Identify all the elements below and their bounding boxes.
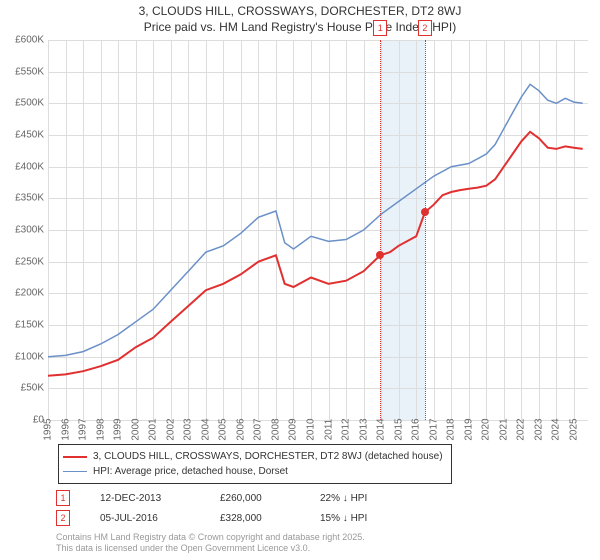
y-axis-label: £450K	[15, 130, 44, 141]
legend-label: 3, CLOUDS HILL, CROSSWAYS, DORCHESTER, D…	[93, 449, 443, 464]
legend-swatch	[63, 471, 87, 473]
sales-row: 1 12-DEC-2013 £260,000 22% ↓ HPI	[56, 488, 410, 508]
sales-pct: 15% ↓ HPI	[320, 513, 410, 524]
y-axis-label: £350K	[15, 193, 44, 204]
x-axis-label: 2019	[463, 418, 474, 440]
x-axis-label: 2011	[323, 419, 334, 441]
x-axis-label: 1999	[113, 418, 124, 440]
series-price_paid	[48, 132, 583, 376]
sales-date: 12-DEC-2013	[100, 493, 190, 504]
x-axis-label: 2009	[288, 418, 299, 440]
y-axis-label: £250K	[15, 256, 44, 267]
x-axis-label: 2023	[533, 418, 544, 440]
x-axis-label: 2002	[165, 418, 176, 440]
legend-item: HPI: Average price, detached house, Dors…	[63, 464, 443, 479]
sales-marker: 1	[56, 490, 70, 506]
x-axis-label: 1997	[78, 418, 89, 440]
sale-point-dot	[421, 208, 429, 216]
x-axis-label: 2025	[568, 418, 579, 440]
legend-swatch	[63, 456, 87, 458]
footer-attribution: Contains HM Land Registry data © Crown c…	[56, 532, 365, 554]
x-axis-label: 1996	[60, 418, 71, 440]
x-axis-label: 2005	[218, 418, 229, 440]
x-axis-label: 1995	[43, 418, 54, 440]
marker-line	[380, 40, 381, 420]
x-axis-label: 2007	[253, 418, 264, 440]
x-axis-label: 2001	[148, 418, 159, 440]
line-chart-svg	[48, 40, 588, 420]
y-axis-label: £50K	[21, 383, 44, 394]
x-axis-label: 2022	[516, 418, 527, 440]
chart-area: 12 £0£50K£100K£150K£200K£250K£300K£350K£…	[48, 40, 588, 420]
sales-price: £328,000	[220, 513, 290, 524]
y-axis-label: £550K	[15, 66, 44, 77]
chart-title: 3, CLOUDS HILL, CROSSWAYS, DORCHESTER, D…	[0, 0, 600, 35]
legend-item: 3, CLOUDS HILL, CROSSWAYS, DORCHESTER, D…	[63, 449, 443, 464]
x-axis-label: 2012	[341, 418, 352, 440]
sale-point-dot	[376, 251, 384, 259]
y-axis-label: £500K	[15, 98, 44, 109]
x-axis-label: 2024	[551, 418, 562, 440]
sales-row: 2 05-JUL-2016 £328,000 15% ↓ HPI	[56, 508, 410, 528]
series-hpi	[48, 84, 583, 356]
x-axis-label: 2015	[393, 418, 404, 440]
x-axis-label: 2006	[235, 418, 246, 440]
x-axis-label: 2018	[446, 418, 457, 440]
x-axis-label: 2020	[481, 418, 492, 440]
footer-line1: Contains HM Land Registry data © Crown c…	[56, 532, 365, 543]
y-axis-label: £100K	[15, 351, 44, 362]
legend-label: HPI: Average price, detached house, Dors…	[93, 464, 288, 479]
x-axis-label: 2004	[200, 418, 211, 440]
marker-box: 1	[373, 20, 387, 36]
x-axis-label: 2003	[183, 418, 194, 440]
sales-pct: 22% ↓ HPI	[320, 493, 410, 504]
sales-date: 05-JUL-2016	[100, 513, 190, 524]
chart-legend: 3, CLOUDS HILL, CROSSWAYS, DORCHESTER, D…	[58, 444, 452, 484]
x-axis-label: 2008	[270, 418, 281, 440]
marker-line	[425, 40, 426, 420]
title-line1: 3, CLOUDS HILL, CROSSWAYS, DORCHESTER, D…	[0, 4, 600, 20]
y-axis-label: £400K	[15, 161, 44, 172]
title-line2: Price paid vs. HM Land Registry's House …	[0, 20, 600, 36]
sales-marker: 2	[56, 510, 70, 526]
sales-table: 1 12-DEC-2013 £260,000 22% ↓ HPI 2 05-JUL-201…	[56, 488, 410, 528]
x-axis-label: 1998	[95, 418, 106, 440]
x-axis-label: 2017	[428, 418, 439, 440]
x-axis-label: 2013	[358, 418, 369, 440]
x-axis-label: 2000	[130, 418, 141, 440]
sales-price: £260,000	[220, 493, 290, 504]
y-axis-label: £150K	[15, 320, 44, 331]
y-axis-label: £300K	[15, 225, 44, 236]
footer-line2: This data is licensed under the Open Gov…	[56, 543, 365, 554]
x-axis-label: 2016	[411, 418, 422, 440]
y-axis-label: £600K	[15, 35, 44, 46]
marker-box: 2	[418, 20, 432, 36]
y-axis-label: £200K	[15, 288, 44, 299]
x-axis-label: 2021	[498, 418, 509, 440]
x-axis-label: 2010	[305, 418, 316, 440]
x-axis-label: 2014	[376, 418, 387, 440]
